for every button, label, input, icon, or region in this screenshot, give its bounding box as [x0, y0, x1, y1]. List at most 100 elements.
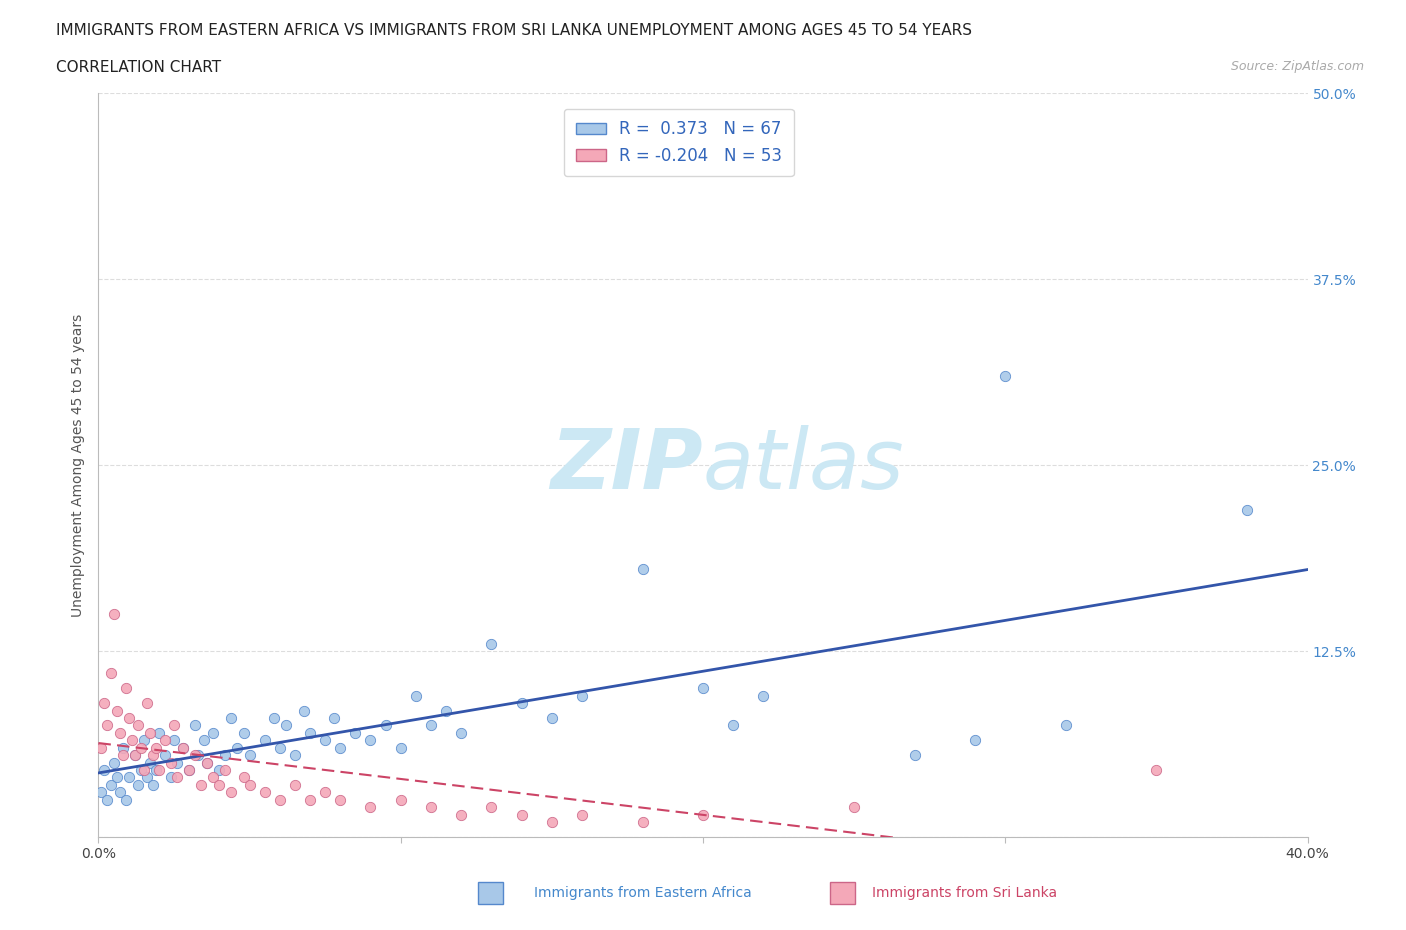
Text: atlas: atlas: [703, 424, 904, 506]
Point: [129, 740, 152, 755]
Point: [274, 718, 297, 733]
Point: [148, 763, 170, 777]
Point: [510, 696, 533, 711]
Point: [299, 792, 322, 807]
Point: [221, 785, 243, 800]
Text: IMMIGRANTS FROM EASTERN AFRICA VS IMMIGRANTS FROM SRI LANKA UNEMPLOYMENT AMONG A: IMMIGRANTS FROM EASTERN AFRICA VS IMMIGR…: [56, 23, 972, 38]
Point: [692, 807, 714, 822]
Point: [93, 763, 115, 777]
Point: [253, 785, 276, 800]
Text: Immigrants from Eastern Africa: Immigrants from Eastern Africa: [534, 885, 752, 900]
Point: [160, 755, 183, 770]
Point: [360, 800, 382, 815]
Point: [105, 703, 128, 718]
Point: [226, 740, 249, 755]
Point: [100, 777, 122, 792]
Point: [450, 807, 472, 822]
Point: [314, 785, 336, 800]
Point: [481, 636, 503, 651]
Point: [139, 755, 162, 770]
Point: [540, 815, 562, 830]
Point: [202, 770, 225, 785]
Point: [389, 792, 412, 807]
Point: [105, 770, 128, 785]
Point: [190, 777, 212, 792]
Point: [184, 718, 207, 733]
Point: [329, 792, 352, 807]
Point: [103, 606, 125, 621]
Point: [284, 777, 307, 792]
Point: [214, 748, 236, 763]
Point: [195, 755, 218, 770]
Point: [93, 696, 115, 711]
Point: [142, 748, 165, 763]
Point: [904, 748, 927, 763]
Point: [142, 777, 165, 792]
Point: [127, 777, 149, 792]
Point: [374, 718, 396, 733]
Point: [163, 733, 186, 748]
Point: [166, 755, 188, 770]
Point: [1236, 502, 1258, 517]
Point: [344, 725, 367, 740]
Point: [132, 733, 155, 748]
Point: [108, 785, 131, 800]
Point: [389, 740, 412, 755]
Text: Source: ZipAtlas.com: Source: ZipAtlas.com: [1230, 60, 1364, 73]
Point: [208, 763, 231, 777]
Point: [1054, 718, 1077, 733]
Point: [208, 777, 231, 792]
Point: [450, 725, 472, 740]
Point: [263, 711, 285, 725]
Point: [239, 777, 262, 792]
Point: [232, 725, 254, 740]
Point: [214, 763, 236, 777]
Point: [111, 740, 134, 755]
Point: [405, 688, 427, 703]
Point: [129, 763, 152, 777]
Point: [124, 748, 146, 763]
Point: [323, 711, 346, 725]
Point: [118, 711, 141, 725]
Point: [184, 748, 207, 763]
Point: [540, 711, 562, 725]
Y-axis label: Unemployment Among Ages 45 to 54 years: Unemployment Among Ages 45 to 54 years: [72, 313, 86, 617]
Point: [145, 740, 167, 755]
Point: [148, 725, 170, 740]
Point: [571, 688, 593, 703]
Point: [269, 792, 291, 807]
Point: [510, 807, 533, 822]
Point: [135, 696, 157, 711]
Point: [202, 725, 225, 740]
Point: [965, 733, 987, 748]
Point: [100, 666, 122, 681]
Point: [844, 800, 866, 815]
Point: [631, 815, 654, 830]
Point: [420, 718, 443, 733]
Point: [284, 748, 307, 763]
Point: [994, 368, 1017, 383]
Point: [163, 718, 186, 733]
Point: [96, 718, 118, 733]
Point: [90, 785, 112, 800]
Point: [692, 681, 714, 696]
Point: [114, 792, 136, 807]
Point: [121, 733, 143, 748]
Point: [1144, 763, 1167, 777]
Text: ZIP: ZIP: [550, 424, 703, 506]
Point: [239, 748, 262, 763]
Point: [127, 718, 149, 733]
Point: [172, 740, 194, 755]
Point: [195, 755, 218, 770]
Point: [153, 748, 176, 763]
Point: [292, 703, 315, 718]
Point: [160, 770, 183, 785]
Point: [108, 725, 131, 740]
Point: [96, 792, 118, 807]
Point: [723, 718, 745, 733]
Point: [90, 740, 112, 755]
Legend: R =  0.373   N = 67, R = -0.204   N = 53: R = 0.373 N = 67, R = -0.204 N = 53: [564, 109, 793, 177]
Point: [111, 748, 134, 763]
Text: Immigrants from Sri Lanka: Immigrants from Sri Lanka: [872, 885, 1057, 900]
Point: [314, 733, 336, 748]
